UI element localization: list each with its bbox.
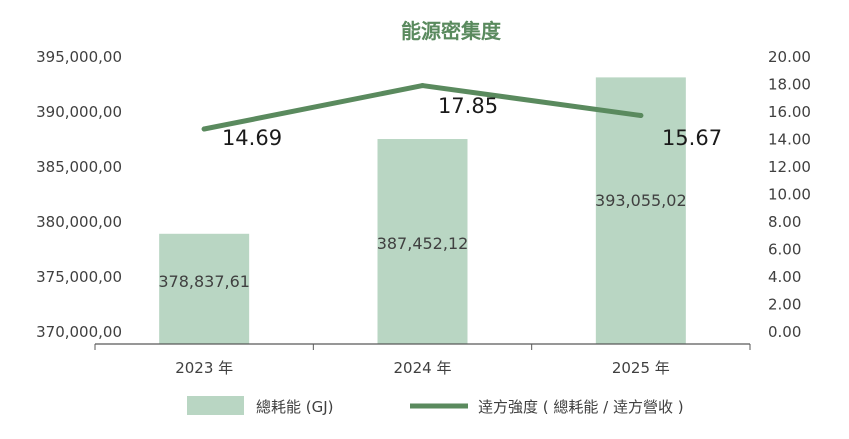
- line-point: [420, 83, 425, 89]
- right-axis: 0.00 2.00 4.00 6.00 8.00 10.00 12.00 14.00 16.00…: [768, 48, 811, 341]
- legend-label-line: 逹方強度 ( 總耗能 / 逹方營收 ): [478, 398, 684, 416]
- right-axis-tick-label: 4.00: [768, 268, 801, 286]
- x-axis-tick-label: 2025 年: [612, 359, 670, 377]
- right-axis-tick-label: 20.00: [768, 48, 811, 66]
- bar: [377, 139, 468, 344]
- right-axis-tick-label: 12.00: [768, 158, 811, 176]
- bar-data-label: 393,055,02: [595, 191, 687, 210]
- legend-label-bar: 總耗能 (GJ): [256, 398, 334, 416]
- line-data-label: 14.69: [222, 126, 282, 150]
- bar-data-label: 378,837,61: [158, 272, 250, 291]
- left-axis-tick-label: 385,000,00: [36, 158, 122, 176]
- right-axis-tick-label: 18.00: [768, 76, 811, 94]
- x-axis-ticks: 2023 年 2024 年 2025 年: [94, 344, 751, 377]
- right-axis-tick-label: 0.00: [768, 323, 801, 341]
- line-series: 14.69 17.85 15.67: [201, 83, 722, 150]
- legend-swatch-bar: [187, 396, 244, 415]
- right-axis-tick-label: 6.00: [768, 241, 801, 259]
- left-axis-tick-label: 380,000,00: [36, 213, 122, 231]
- x-axis-tick-label: 2024 年: [394, 359, 452, 377]
- bar-data-label: 387,452,12: [377, 234, 469, 253]
- left-axis-tick-label: 395,000,00: [36, 48, 122, 66]
- left-axis-tick-label: 375,000,00: [36, 268, 122, 286]
- right-axis-tick-label: 14.00: [768, 131, 811, 149]
- left-axis: 370,000,00 375,000,00 380,000,00 385,000,00…: [36, 48, 122, 341]
- line-data-label: 17.85: [438, 94, 498, 118]
- bar-series: 378,837,61 387,452,12 393,055,02: [158, 77, 687, 345]
- x-axis-tick-label: 2023 年: [175, 359, 233, 377]
- right-axis-tick-label: 2.00: [768, 296, 801, 314]
- legend: 總耗能 (GJ) 逹方強度 ( 總耗能 / 逹方營收 ): [187, 396, 684, 416]
- right-axis-tick-label: 8.00: [768, 213, 801, 231]
- intensity-line: [201, 83, 644, 132]
- bar: [595, 77, 686, 345]
- left-axis-tick-label: 390,000,00: [36, 103, 122, 121]
- right-axis-tick-label: 10.00: [768, 186, 811, 204]
- line-point: [201, 126, 207, 132]
- left-axis-tick-label: 370,000,00: [36, 323, 122, 341]
- line-data-label: 15.67: [662, 126, 722, 150]
- line-point: [638, 113, 644, 119]
- right-axis-tick-label: 16.00: [768, 103, 811, 121]
- chart-title: 能源密集度: [401, 19, 502, 43]
- bar: [159, 233, 250, 344]
